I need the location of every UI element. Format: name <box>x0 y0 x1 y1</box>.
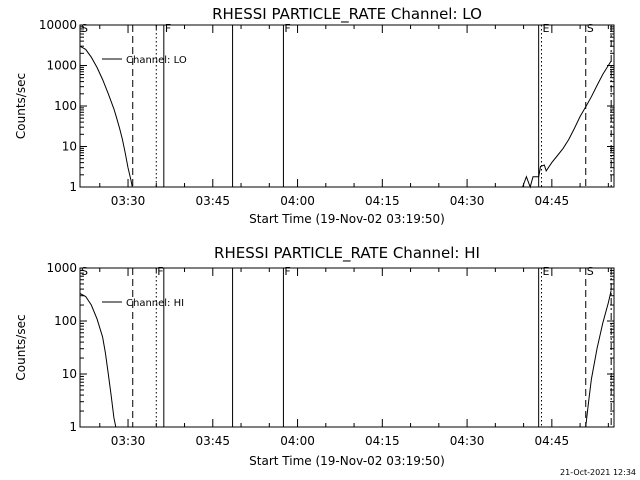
x-axis-label: Start Time (19-Nov-02 03:19:50) <box>249 454 445 468</box>
plot-frame <box>79 267 615 428</box>
x-tick-label: 03:30 <box>111 434 146 448</box>
x-tick-label: 04:45 <box>535 434 570 448</box>
event-marker-label: S <box>81 22 88 35</box>
event-marker-label: S <box>81 265 88 278</box>
x-tick-label: 03:45 <box>195 434 230 448</box>
panel-lo: RHESSI PARTICLE_RATE Channel: LO 1 10 100 10… <box>14 5 615 226</box>
y-axis-label: Counts/sec <box>14 73 28 139</box>
x-tick-label: 03:45 <box>195 194 230 208</box>
y-tick-label: 10 <box>62 367 77 381</box>
x-tick-label: 03:30 <box>111 194 146 208</box>
x-tick-label: 04:15 <box>365 434 400 448</box>
y-tick-label: 10000 <box>39 18 77 32</box>
event-marker-label: F <box>284 22 290 35</box>
panel-hi: RHESSI PARTICLE_RATE Channel: HI 1 10 100 10… <box>14 244 615 468</box>
timestamp-label: 21-Oct-2021 12:34 <box>560 468 636 477</box>
x-tick-label: 04:00 <box>280 194 315 208</box>
series-line <box>585 290 612 428</box>
legend-entry: Channel: HI <box>126 298 184 309</box>
chart-title: RHESSI PARTICLE_RATE Channel: LO <box>212 5 482 24</box>
series-line <box>522 60 612 189</box>
x-axis-label: Start Time (19-Nov-02 03:19:50) <box>249 212 445 226</box>
series-line <box>79 293 117 428</box>
event-marker-label: E <box>542 265 549 278</box>
x-tick-label: 04:15 <box>365 194 400 208</box>
event-marker-label: F <box>157 265 163 278</box>
y-tick-label: 1 <box>69 420 77 434</box>
x-tick-label: 04:00 <box>280 434 315 448</box>
series-line <box>79 45 133 188</box>
event-marker-label: E <box>542 22 549 35</box>
plot-frame <box>79 24 615 188</box>
y-tick-label: 100 <box>54 314 77 328</box>
legend-entry: Channel: LO <box>126 55 187 66</box>
event-marker-label: S <box>587 265 594 278</box>
y-tick-label: 100 <box>54 99 77 113</box>
y-tick-label: 10 <box>62 140 77 154</box>
y-tick-label: 1000 <box>46 59 77 73</box>
chart-title: RHESSI PARTICLE_RATE Channel: HI <box>214 244 480 263</box>
y-axis-label: Counts/sec <box>14 314 28 380</box>
x-tick-label: 04:30 <box>450 194 485 208</box>
y-tick-label: 1000 <box>46 261 77 275</box>
x-tick-label: 04:45 <box>535 194 570 208</box>
event-marker-label: F <box>165 22 171 35</box>
y-tick-label: 1 <box>69 180 77 194</box>
x-tick-label: 04:30 <box>450 434 485 448</box>
event-marker-label: S <box>587 22 594 35</box>
event-marker-label: F <box>284 265 290 278</box>
